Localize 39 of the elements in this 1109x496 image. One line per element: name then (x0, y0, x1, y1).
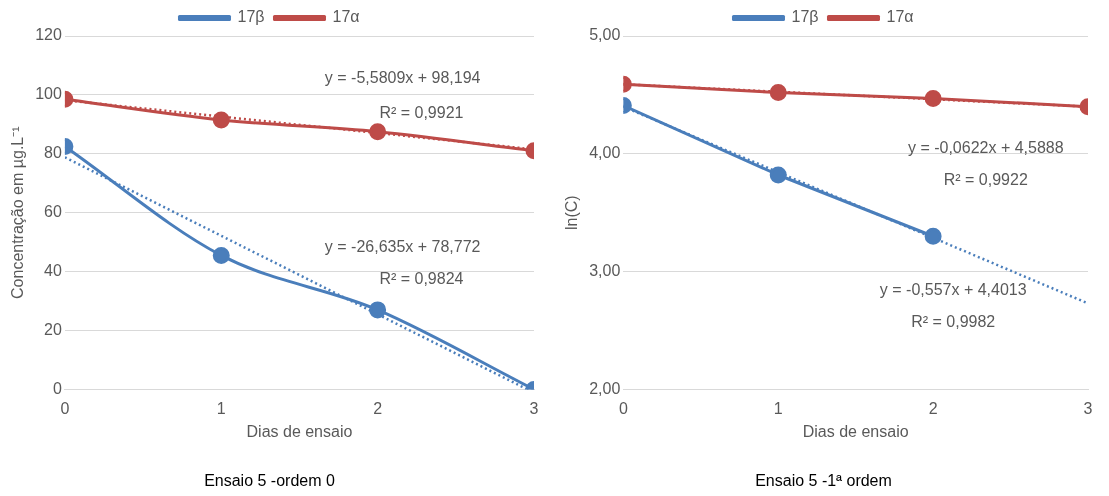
legend-label: 17α (332, 8, 360, 26)
legend-label: 17α (886, 8, 914, 26)
y-tick-label: 40 (44, 262, 62, 280)
x-tick-label: 3 (1083, 400, 1093, 418)
x-tick-label: 2 (928, 400, 938, 418)
y-tick-label: 5,00 (589, 26, 621, 44)
text: Ensaio 5 -ordem 0 (204, 471, 335, 489)
y-tick-label: 3,00 (589, 262, 621, 280)
point (769, 166, 787, 184)
y-tick-label: 0 (52, 379, 62, 397)
annotation: R² = 0,9921 (379, 104, 464, 122)
annotation: R² = 0,9824 (379, 270, 464, 288)
annotation: y = -0,557x + 4,4013 (879, 280, 1027, 298)
y-tick-label: 80 (44, 144, 62, 162)
x-tick-label: 1 (216, 400, 226, 418)
legend-label: 17β (791, 8, 819, 26)
annotation: y = -0,0622x + 4,5888 (907, 139, 1064, 157)
point (369, 301, 387, 319)
y-axis-title: Concentração em µg.L⁻¹ (9, 126, 27, 299)
y-tick-label: 60 (44, 203, 62, 221)
x-tick-label: 2 (373, 400, 383, 418)
text: Ensaio 5 -1ª ordem (755, 471, 892, 489)
x-tick-label: 3 (529, 400, 539, 418)
x-tick-label: 1 (773, 400, 783, 418)
y-tick-label: 4,00 (589, 144, 621, 162)
annotation: R² = 0,9922 (943, 171, 1028, 189)
y-tick-label: 20 (44, 320, 62, 338)
x-axis-title: Dias de ensaio (802, 422, 909, 440)
legend-label: 17β (237, 8, 265, 26)
y-tick-label: 2,00 (589, 379, 621, 397)
annotation: y = -5,5809x + 98,194 (324, 68, 481, 86)
x-axis-title: Dias de ensaio (246, 422, 353, 440)
point (924, 227, 942, 245)
y-tick-label: 100 (35, 85, 62, 103)
point (212, 246, 230, 264)
y-tick-label: 120 (35, 26, 62, 44)
annotation: y = -26,635x + 78,772 (324, 238, 481, 256)
annotation: R² = 0,9982 (911, 312, 996, 330)
y-axis-title: ln(C) (563, 195, 581, 231)
